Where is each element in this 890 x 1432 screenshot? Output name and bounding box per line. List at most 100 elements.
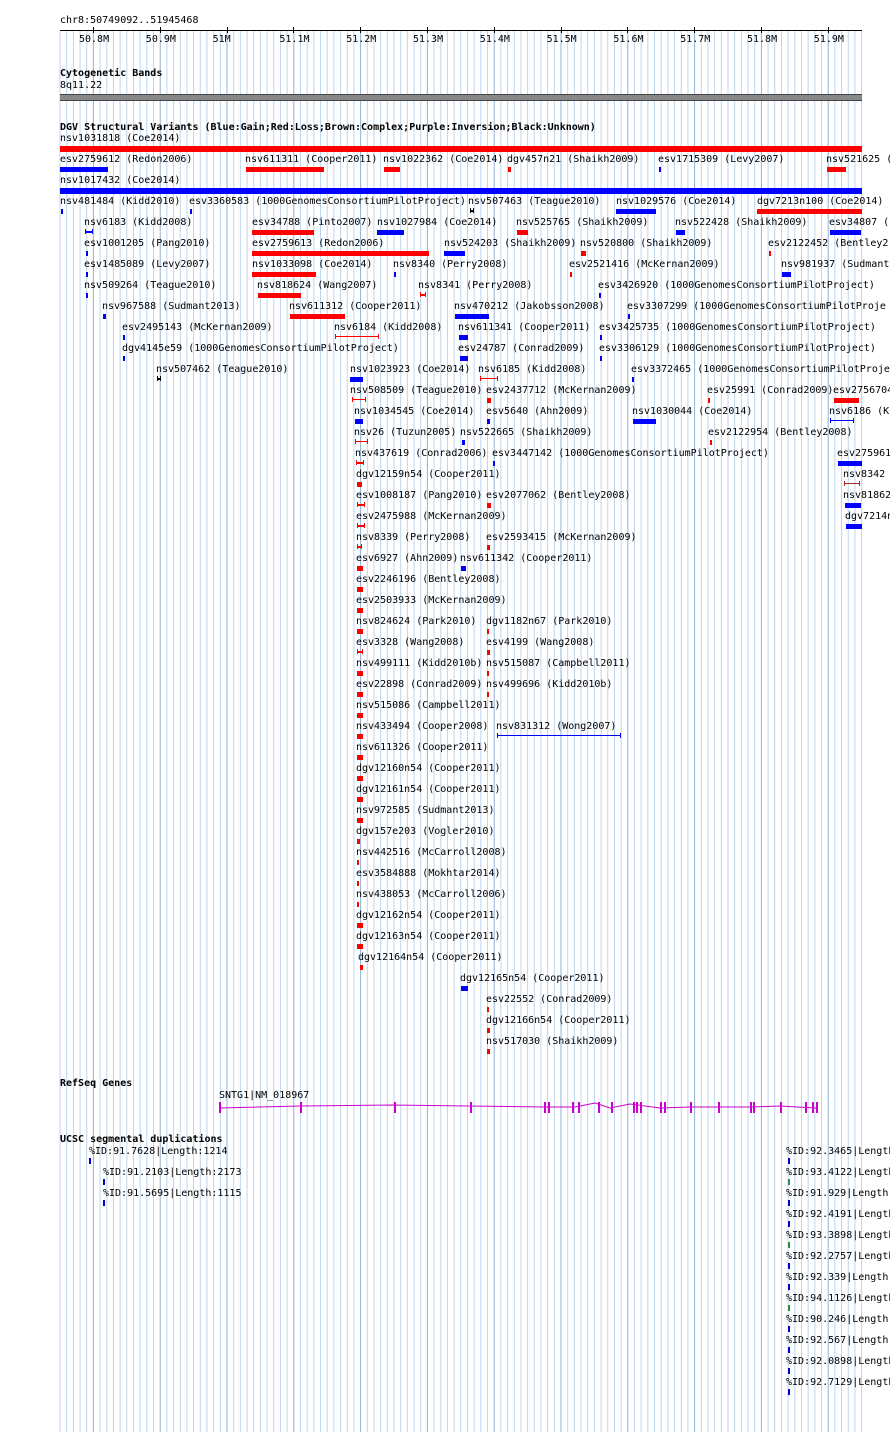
sv-feature-bar[interactable]: [60, 167, 108, 172]
sv-label[interactable]: dgv157e203 (Vogler2010): [356, 826, 495, 837]
sv-feature-bar[interactable]: [830, 418, 854, 423]
sv-label[interactable]: nsv481484 (Kidd2010): [60, 196, 181, 207]
sv-feature-bar[interactable]: [61, 209, 63, 214]
gene-exon[interactable]: [780, 1102, 782, 1113]
sv-label[interactable]: dgv12164n54 (Cooper2011): [358, 952, 503, 963]
sv-feature-bar[interactable]: [86, 293, 88, 298]
segdup-feature-bar[interactable]: [788, 1347, 790, 1353]
sv-feature-bar[interactable]: [123, 356, 125, 361]
sv-label[interactable]: nsv8339 (Perry2008): [356, 532, 471, 543]
sv-label[interactable]: esv34788 (Pinto2007): [252, 217, 373, 228]
sv-label[interactable]: dgv7214n: [845, 511, 890, 522]
sv-feature-bar[interactable]: [252, 272, 316, 277]
gene-exon[interactable]: [394, 1102, 396, 1113]
sv-label[interactable]: nsv1033098 (Coe2014): [252, 259, 373, 270]
sv-feature-bar[interactable]: [357, 776, 363, 781]
segdup-label[interactable]: %ID:92.7129|Length: [786, 1377, 890, 1388]
sv-feature-bar[interactable]: [357, 839, 360, 844]
segdup-feature-bar[interactable]: [89, 1158, 91, 1164]
sv-feature-bar[interactable]: [357, 713, 363, 718]
sv-label[interactable]: esv2475988 (McKernan2009): [356, 511, 507, 522]
gene-exon[interactable]: [578, 1102, 580, 1113]
sv-feature-bar[interactable]: [462, 440, 465, 445]
sv-label[interactable]: esv2503933 (McKernan2009): [356, 595, 507, 606]
segdup-label[interactable]: %ID:92.3465|Length: [786, 1146, 890, 1157]
segdup-label[interactable]: %ID:93.3898|Length: [786, 1230, 890, 1241]
sv-label[interactable]: nsv6186 (K: [829, 406, 890, 417]
sv-feature-bar[interactable]: [493, 461, 495, 466]
sv-feature-bar[interactable]: [357, 566, 363, 571]
segdup-label[interactable]: %ID:91.5695|Length:1115: [103, 1188, 242, 1199]
sv-label[interactable]: dgv457n21 (Shaikh2009): [507, 154, 640, 165]
sv-feature-bar[interactable]: [357, 523, 365, 528]
sv-label[interactable]: nsv517030 (Shaikh2009): [486, 1036, 619, 1047]
sv-feature-bar[interactable]: [357, 671, 363, 676]
segdup-label[interactable]: %ID:91.7628|Length:1214: [89, 1146, 228, 1157]
sv-feature-bar[interactable]: [600, 335, 602, 340]
sv-label[interactable]: nsv499111 (Kidd2010b): [356, 658, 483, 669]
sv-label[interactable]: esv2122954 (Bentley2008): [708, 427, 853, 438]
segdup-feature-bar[interactable]: [788, 1242, 790, 1248]
sv-label[interactable]: nsv507463 (Teague2010): [468, 196, 601, 207]
segdup-feature-bar[interactable]: [103, 1179, 105, 1185]
sv-feature-bar[interactable]: [487, 671, 489, 676]
gene-exon[interactable]: [805, 1102, 807, 1113]
segdup-label[interactable]: %ID:92.4191|Length: [786, 1209, 890, 1220]
gene-exon[interactable]: [633, 1102, 635, 1113]
sv-feature-bar[interactable]: [487, 629, 489, 634]
sv-feature-bar[interactable]: [461, 566, 466, 571]
segdup-feature-bar[interactable]: [103, 1200, 105, 1206]
sv-feature-bar[interactable]: [357, 797, 363, 802]
sv-label[interactable]: nsv1029576 (Coe2014): [616, 196, 737, 207]
segdup-feature-bar[interactable]: [788, 1221, 790, 1227]
segdup-feature-bar[interactable]: [788, 1179, 790, 1185]
sv-feature-bar[interactable]: [461, 986, 468, 991]
sv-feature-bar[interactable]: [252, 251, 429, 256]
sv-label[interactable]: esv22898 (Conrad2009): [356, 679, 483, 690]
gene-exon[interactable]: [640, 1102, 642, 1113]
segdup-feature-bar[interactable]: [788, 1158, 790, 1164]
sv-feature-bar[interactable]: [246, 167, 324, 172]
sv-label[interactable]: nsv818624 (Wang2007): [257, 280, 378, 291]
sv-label[interactable]: nsv981937 (Sudmant: [781, 259, 890, 270]
sv-label[interactable]: esv5640 (Ahn2009): [486, 406, 589, 417]
sv-feature-bar[interactable]: [86, 251, 88, 256]
sv-label[interactable]: nsv611326 (Cooper2011): [356, 742, 489, 753]
sv-feature-bar[interactable]: [60, 188, 862, 194]
sv-label[interactable]: dgv12163n54 (Cooper2011): [356, 931, 501, 942]
sv-feature-bar[interactable]: [357, 692, 363, 697]
sv-feature-bar[interactable]: [360, 965, 363, 970]
sv-feature-bar[interactable]: [470, 208, 474, 213]
gene-exon[interactable]: [750, 1102, 752, 1113]
sv-label[interactable]: esv4199 (Wang2008): [486, 637, 595, 648]
sv-label[interactable]: dgv12165n54 (Cooper2011): [460, 973, 605, 984]
sv-feature-bar[interactable]: [600, 356, 602, 361]
gene-intron-line[interactable]: [218, 1102, 817, 1109]
sv-feature-bar[interactable]: [487, 398, 491, 403]
sv-feature-bar[interactable]: [355, 439, 368, 444]
sv-label[interactable]: nsv8342: [843, 469, 886, 480]
sv-feature-bar[interactable]: [335, 334, 379, 339]
sv-feature-bar[interactable]: [769, 251, 771, 256]
sv-label[interactable]: dgv12160n54 (Cooper2011): [356, 763, 501, 774]
sv-label[interactable]: nsv26 (Tuzun2005): [354, 427, 457, 438]
sv-feature-bar[interactable]: [190, 209, 192, 214]
sv-feature-bar[interactable]: [581, 251, 586, 256]
sv-label[interactable]: dgv12166n54 (Cooper2011): [486, 1015, 631, 1026]
sv-label[interactable]: esv275961: [837, 448, 890, 459]
sv-feature-bar[interactable]: [633, 419, 656, 424]
sv-feature-bar[interactable]: [444, 251, 465, 256]
segdup-label[interactable]: %ID:91.2103|Length:2173: [103, 1167, 242, 1178]
sv-label[interactable]: esv3307299 (1000GenomesConsortiumPilotPr…: [627, 301, 886, 312]
sv-feature-bar[interactable]: [827, 167, 846, 172]
sv-feature-bar[interactable]: [357, 502, 365, 507]
sv-feature-bar[interactable]: [508, 167, 511, 172]
sv-label[interactable]: nsv8340 (Perry2008): [393, 259, 508, 270]
sv-label[interactable]: nsv520800 (Shaikh2009): [580, 238, 713, 249]
sv-label[interactable]: nsv499696 (Kidd2010b): [486, 679, 613, 690]
sv-label[interactable]: nsv515086 (Campbell2011): [356, 700, 501, 711]
sv-label[interactable]: nsv521625 (: [826, 154, 890, 165]
sv-feature-bar[interactable]: [480, 376, 498, 381]
sv-feature-bar[interactable]: [86, 272, 88, 277]
sv-feature-bar[interactable]: [487, 545, 490, 550]
